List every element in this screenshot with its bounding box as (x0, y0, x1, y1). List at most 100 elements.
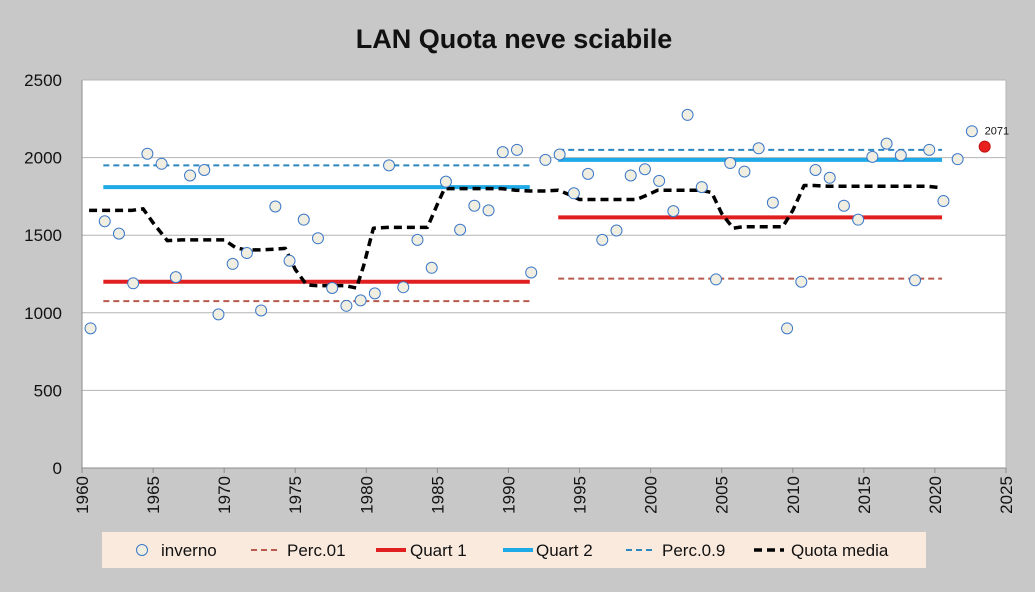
legend-label-perc-0-9: Perc.0.9 (662, 541, 725, 560)
legend-label-quart-1: Quart 1 (410, 541, 467, 560)
y-tick-label-1000: 1000 (24, 304, 62, 323)
legend-swatch-inverno (136, 544, 148, 556)
point-inverno-29 (496, 146, 509, 159)
point-inverno-4 (141, 147, 154, 160)
point-inverno-28 (482, 204, 495, 217)
point-inverno-62 (965, 125, 978, 138)
point-inverno-57 (894, 149, 907, 162)
point-inverno-13 (269, 200, 282, 213)
point-inverno-41 (667, 205, 680, 218)
point-highlight (978, 140, 991, 153)
point-inverno-37 (610, 224, 623, 237)
x-tick-label-2025: 2025 (997, 476, 1016, 514)
legend-label-inverno: inverno (161, 541, 217, 560)
point-inverno-26 (454, 223, 467, 236)
point-inverno-11 (240, 247, 253, 260)
x-tick-label-1990: 1990 (499, 476, 518, 514)
point-inverno-55 (866, 150, 879, 163)
point-inverno-16 (311, 232, 324, 245)
point-inverno-54 (852, 213, 865, 226)
x-tick-label-2020: 2020 (926, 476, 945, 514)
point-inverno-36 (596, 233, 609, 246)
point-inverno-25 (439, 175, 452, 188)
point-inverno-33 (553, 148, 566, 161)
point-inverno-32 (539, 153, 552, 166)
point-inverno-61 (951, 153, 964, 166)
point-inverno-21 (383, 159, 396, 172)
point-inverno-47 (752, 142, 765, 155)
point-inverno-7 (184, 169, 197, 182)
x-tick-label-2000: 2000 (642, 476, 661, 514)
point-inverno-24 (425, 261, 438, 274)
point-inverno-53 (837, 199, 850, 212)
series-quota-media-line (89, 183, 943, 290)
point-inverno-48 (766, 196, 779, 209)
point-inverno-0 (84, 322, 97, 335)
point-inverno-45 (724, 157, 737, 170)
point-inverno-44 (710, 273, 723, 286)
point-inverno-58 (909, 274, 922, 287)
x-tick-label-1985: 1985 (428, 476, 447, 514)
point-inverno-3 (127, 277, 140, 290)
x-tick-label-2005: 2005 (713, 476, 732, 514)
x-tick-label-1975: 1975 (286, 476, 305, 514)
x-tick-label-1965: 1965 (144, 476, 163, 514)
point-inverno-10 (226, 257, 239, 270)
y-tick-label-0: 0 (53, 459, 62, 478)
point-inverno-50 (795, 275, 808, 288)
point-inverno-60 (937, 195, 950, 208)
legend-label-perc-01: Perc.01 (287, 541, 346, 560)
point-inverno-56 (880, 137, 893, 150)
point-inverno-30 (510, 143, 523, 156)
point-inverno-5 (155, 157, 168, 170)
gridlines (81, 79, 1007, 469)
point-inverno-17 (326, 281, 339, 294)
point-inverno-40 (653, 174, 666, 187)
point-inverno-23 (411, 233, 424, 246)
point-inverno-14 (283, 254, 296, 267)
point-inverno-18 (340, 299, 353, 312)
point-inverno-39 (638, 163, 651, 176)
x-tick-label-2015: 2015 (855, 476, 874, 514)
point-inverno-1 (98, 215, 111, 228)
y-tick-label-500: 500 (34, 381, 62, 400)
point-inverno-51 (809, 164, 822, 177)
x-tick-label-1980: 1980 (357, 476, 376, 514)
point-inverno-19 (354, 294, 367, 307)
point-inverno-52 (823, 171, 836, 184)
point-inverno-9 (212, 308, 225, 321)
point-inverno-43 (695, 181, 708, 194)
point-inverno-38 (624, 169, 637, 182)
y-tick-label-2000: 2000 (24, 149, 62, 168)
point-inverno-49 (781, 322, 794, 335)
point-inverno-31 (525, 266, 538, 279)
point-inverno-2 (112, 227, 125, 240)
y-tick-label-1500: 1500 (24, 226, 62, 245)
point-inverno-15 (297, 213, 310, 226)
point-inverno-35 (582, 167, 595, 180)
legend-label-quota-media: Quota media (791, 541, 889, 560)
x-tick-label-2010: 2010 (784, 476, 803, 514)
point-inverno-42 (681, 108, 694, 121)
x-tick-label-1960: 1960 (73, 476, 92, 514)
data-label-highlight: 2071 (985, 126, 1009, 138)
point-inverno-12 (255, 304, 268, 317)
y-tick-label-2500: 2500 (24, 71, 62, 90)
point-inverno-22 (397, 281, 410, 294)
plot-area (82, 80, 1006, 468)
x-tick-label-1995: 1995 (571, 476, 590, 514)
point-inverno-34 (567, 187, 580, 200)
point-inverno-27 (468, 199, 481, 212)
point-inverno-46 (738, 165, 751, 178)
point-inverno-8 (198, 164, 211, 177)
chart-title: LAN Quota neve sciabile (356, 24, 673, 54)
point-inverno-20 (368, 287, 381, 300)
legend: inverno Perc.01 Quart 1 Quart 2 Perc.0.9 Quot… (102, 532, 926, 568)
x-axis-ticks: 1960 1965 1970 1975 1980 1985 1990 1995 2000 2005… (73, 468, 1016, 514)
x-tick-label-1970: 1970 (215, 476, 234, 514)
y-axis-ticks: 0 500 1000 1500 2000 2500 (24, 71, 62, 478)
point-inverno-59 (923, 143, 936, 156)
point-inverno-6 (169, 271, 182, 284)
legend-label-quart-2: Quart 2 (536, 541, 593, 560)
